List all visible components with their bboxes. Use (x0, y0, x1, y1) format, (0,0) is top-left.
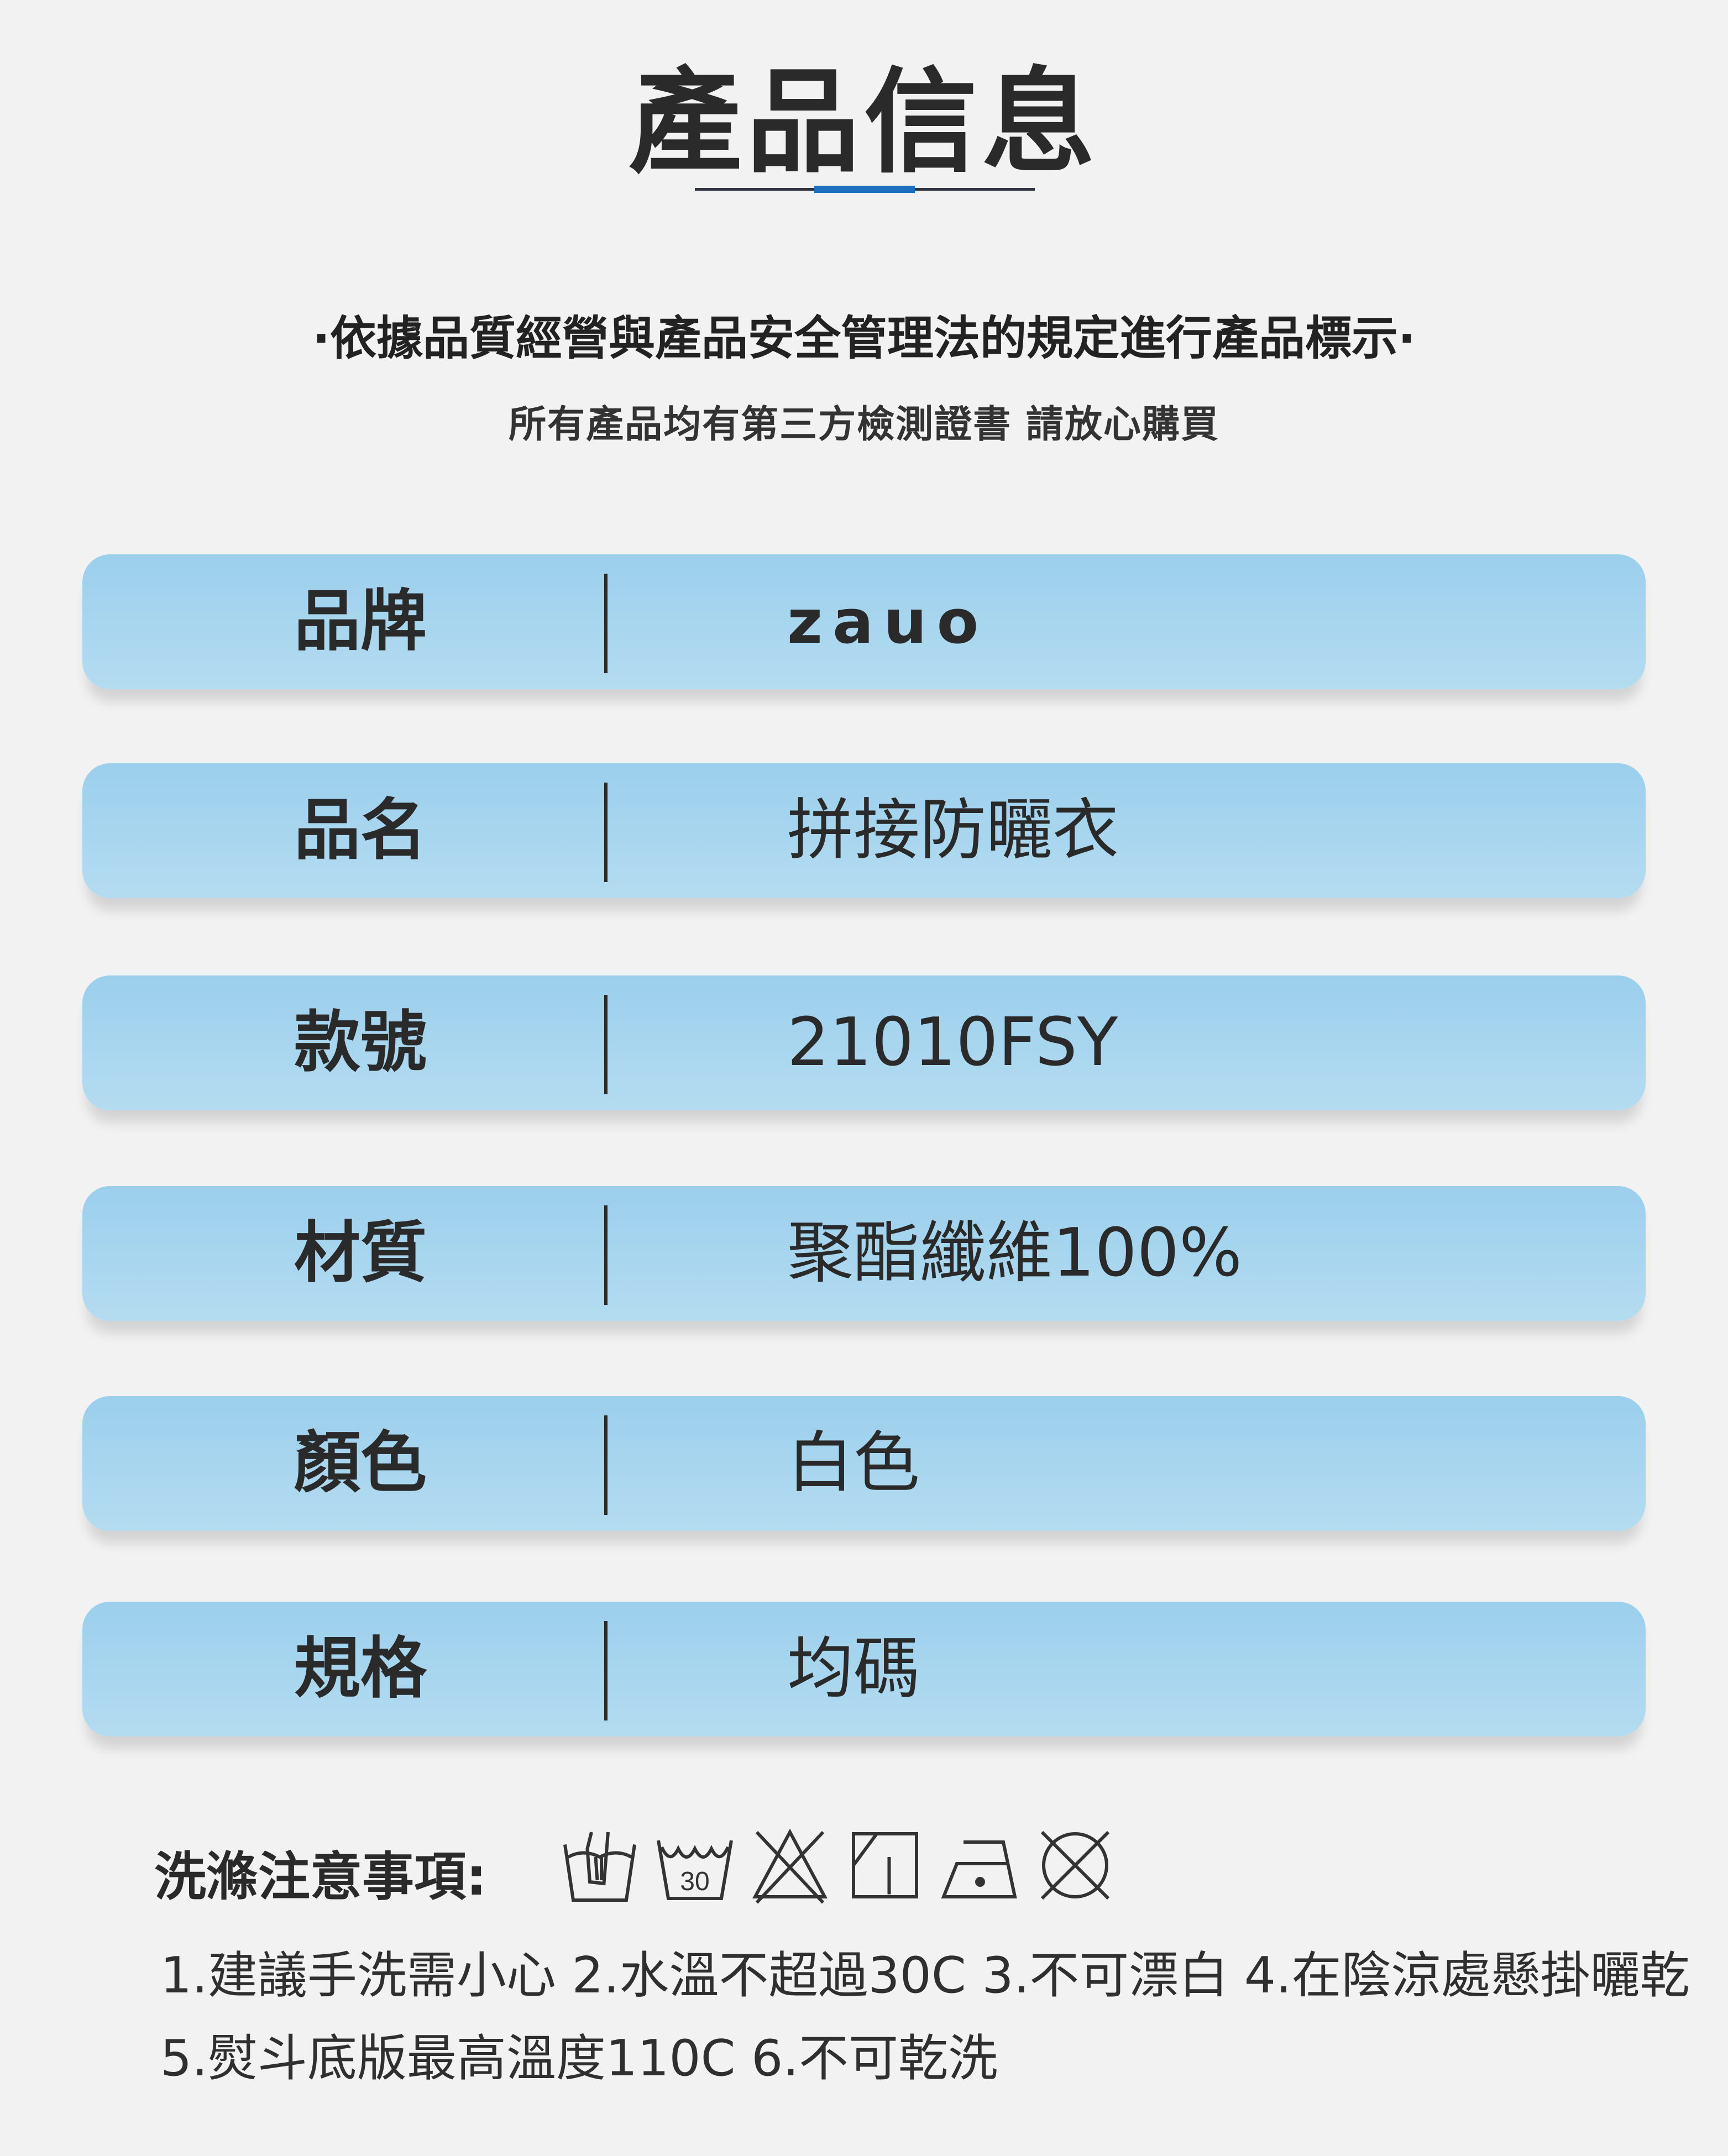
care-title: 洗滌注意事項: (154, 1847, 487, 1907)
certification-note: 所有產品均有第三方檢測證書 請放心購買 (509, 403, 1219, 447)
info-row-style-number: 款號 21010FSY (82, 975, 1646, 1110)
divider (604, 783, 608, 882)
hand-wash-icon (563, 1832, 636, 1902)
info-row-color: 顏色 白色 (82, 1396, 1646, 1531)
divider (604, 574, 608, 673)
row-value: 白色 (787, 1425, 920, 1502)
no-dry-clean-icon (1040, 1830, 1110, 1900)
info-row-size: 規格 均碼 (82, 1602, 1646, 1737)
info-row-brand: 品牌 zauo (82, 554, 1646, 689)
divider (604, 1621, 608, 1720)
care-instructions: 1.建議手洗需小心 2.水溫不超過30C 3.不可漂白 4.在陰涼處懸掛曬乾 5… (160, 1947, 1690, 2087)
row-label: 材質 (294, 1215, 427, 1292)
title-underline-accent (814, 186, 915, 193)
page-title: 產品信息 (629, 57, 1099, 188)
row-value: 聚酯纖維100% (787, 1215, 1243, 1292)
regulation-subtitle: ·依據品質經營與產品安全管理法的規定進行產品標示· (312, 311, 1416, 365)
row-value: 21010FSY (787, 1004, 1118, 1081)
row-label: 顏色 (294, 1425, 427, 1502)
care-icons: 30 (558, 1824, 1117, 1907)
info-row-name: 品名 拼接防曬衣 (82, 763, 1646, 898)
row-label: 品牌 (294, 583, 427, 660)
divider (604, 1205, 608, 1305)
divider (604, 995, 608, 1094)
row-label: 規格 (294, 1630, 427, 1707)
row-value: zauo (787, 586, 989, 657)
svg-text:30: 30 (680, 1867, 709, 1896)
divider (604, 1415, 608, 1515)
no-bleach-icon (752, 1828, 828, 1904)
row-label: 品名 (294, 792, 427, 869)
iron-low-icon (941, 1840, 1017, 1898)
info-row-material: 材質 聚酯纖維100% (82, 1186, 1646, 1321)
row-label: 款號 (294, 1004, 427, 1081)
row-value: 拼接防曬衣 (787, 792, 1119, 869)
line-dry-shade-icon (852, 1832, 918, 1898)
wash-30-icon: 30 (657, 1840, 733, 1900)
row-value: 均碼 (787, 1630, 920, 1707)
